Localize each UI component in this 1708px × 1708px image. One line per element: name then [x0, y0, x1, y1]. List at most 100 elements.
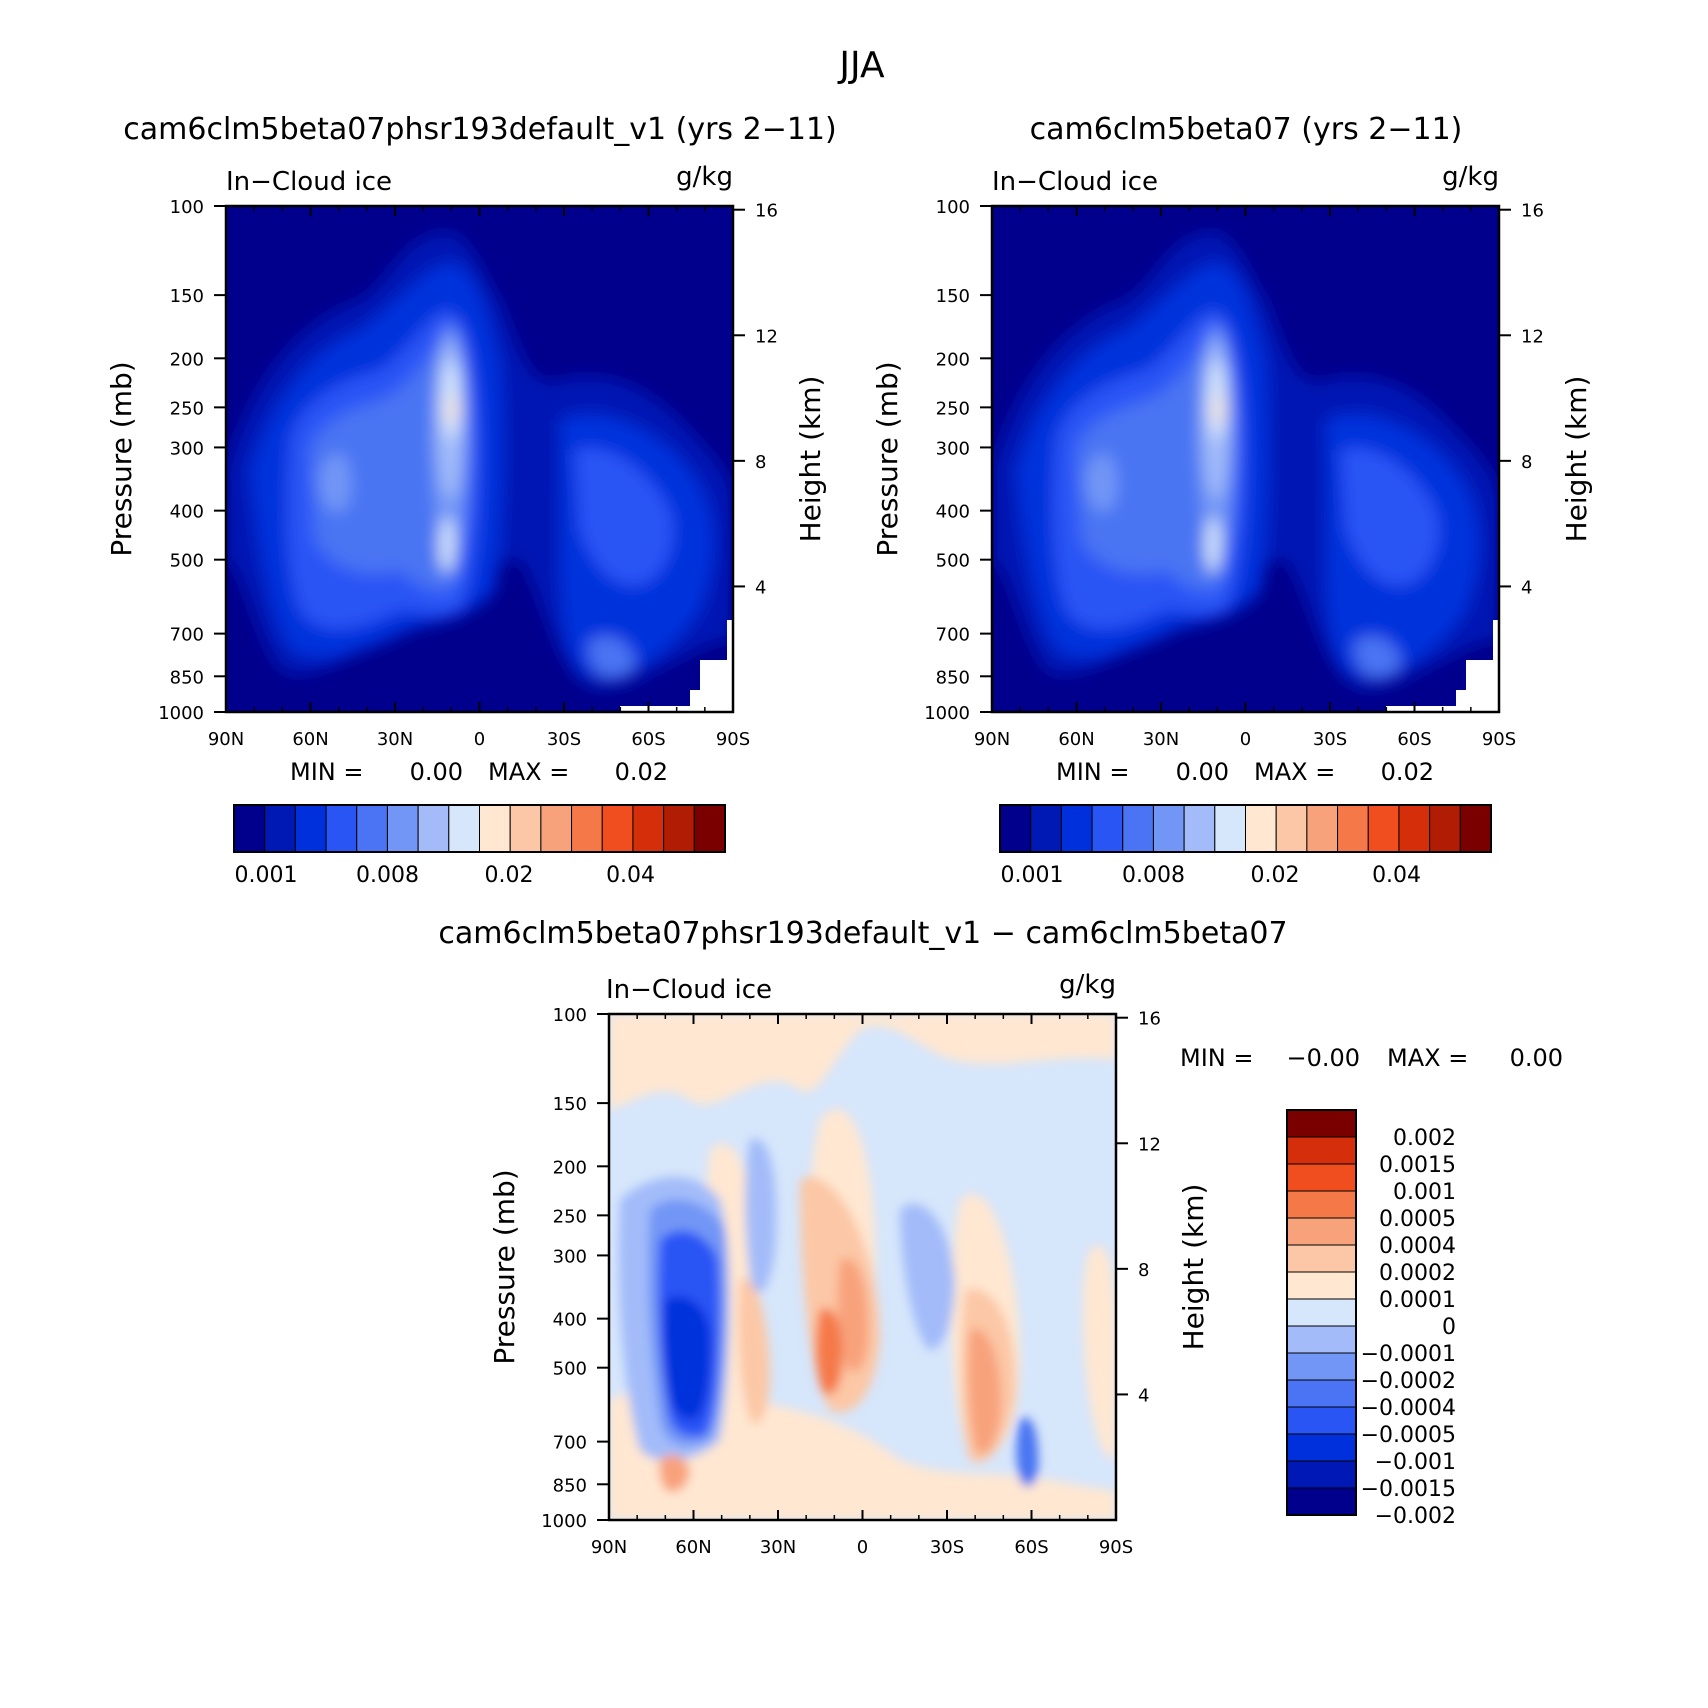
panel-control-colorbar-box [1152, 804, 1185, 853]
panel-control-colorbar-box [1398, 804, 1431, 853]
panel-difference-pos-level-3 [837, 1258, 869, 1372]
panel-control-contour-level-8 [1213, 395, 1223, 425]
panel-control-x-tick-label: 30S [1313, 729, 1347, 750]
panel-difference-neg-level-4 [663, 1296, 711, 1420]
panel-control-contour-level-4b [1354, 636, 1401, 677]
panel-difference-x-tick-label: 60S [1014, 1537, 1048, 1558]
panel-difference-y-tick-label: 500 [553, 1359, 587, 1380]
panel-control-colorbar-box [999, 804, 1032, 853]
panel-model-surface-mask [620, 620, 733, 712]
panel-model-y-tick-label: 100 [170, 197, 204, 218]
panel-difference-field [609, 1014, 1116, 1520]
panel-model: cam6clm5beta07phsr193default_v1 (yrs 2−1… [105, 112, 837, 888]
panel-difference-colorbar: 0.0020.00150.0010.00050.00040.00020.0001… [1286, 1109, 1456, 1529]
panel-difference-colorbar-box [1286, 1460, 1357, 1489]
panel-control-colorbar-box [1275, 804, 1308, 853]
panel-control-max-value: 0.02 [1381, 758, 1434, 786]
panel-difference-colorbar-box [1286, 1406, 1357, 1435]
panel-model-ylabel: Pressure (mb) [105, 361, 138, 556]
panel-model-contour-level-4 [310, 340, 465, 591]
panel-control-x-tick-label: 0 [1240, 729, 1251, 750]
panel-model-height-tick-label: 16 [755, 201, 778, 222]
panel-model-field [226, 206, 733, 712]
panel-difference-ylabel-right: Height (km) [1177, 1184, 1210, 1351]
panel-control-title: cam6clm5beta07 (yrs 2−11) [1030, 112, 1463, 147]
panel-control-colorbar-box [1306, 804, 1339, 853]
panel-difference-colorbar-frame [1286, 1109, 1357, 1516]
panel-control-colorbar-box [1060, 804, 1093, 853]
panel-model-contour-level-5 [319, 453, 352, 513]
panel-model-colorbar-label: 0.008 [356, 863, 419, 888]
panel-control-y-tick-label: 100 [936, 197, 970, 218]
panel-control-colorbar-box [1459, 804, 1492, 853]
panel-difference-min-label: MIN = [1180, 1044, 1253, 1072]
panel-difference-y-tick-label: 200 [553, 1157, 587, 1178]
panel-control-y-tick-label: 150 [936, 286, 970, 307]
panel-difference-colorbar-label: −0.0015 [1361, 1477, 1456, 1502]
panel-model-y-tick-label: 1000 [158, 703, 204, 724]
panel-control: cam6clm5beta07 (yrs 2−11) In−Cloud ice g… [871, 112, 1593, 888]
panel-difference-y-tick-label: 150 [553, 1094, 587, 1115]
panel-control-colorbar-label: 0.04 [1372, 863, 1421, 888]
panel-control-colorbar-label: 0.001 [1001, 863, 1064, 888]
panel-difference-colorbar-label: −0.001 [1375, 1450, 1456, 1475]
panel-difference-x-tick-label: 30N [760, 1537, 796, 1558]
panel-model-colorbar-label: 0.001 [235, 863, 298, 888]
panel-control-x-tick-label: 60S [1397, 729, 1431, 750]
panel-model-contour-level-4b [588, 636, 635, 677]
panel-difference-y-tick-label: 250 [553, 1206, 587, 1227]
panel-difference-y-tick-label: 1000 [541, 1511, 587, 1532]
panel-difference-neg-region-2 [900, 1203, 955, 1350]
panel-control-units-label: g/kg [1442, 162, 1499, 192]
panel-model-y-tick-label: 700 [170, 625, 204, 646]
panel-control-colorbar-box [1214, 804, 1246, 853]
panel-difference-colorbar-label: 0 [1442, 1315, 1456, 1340]
panel-control-variable-label: In−Cloud ice [992, 167, 1158, 197]
panel-difference-colorbar-box [1286, 1163, 1357, 1192]
panel-difference-colorbar-label: 0.002 [1393, 1126, 1456, 1151]
panel-difference-colorbar-label: 0.0004 [1379, 1234, 1456, 1259]
panel-control-y-tick-label: 200 [936, 349, 970, 370]
panel-control-y-tick-label: 850 [936, 667, 970, 688]
panel-model-colorbar-box [601, 804, 634, 853]
panel-model-contour-level-8 [447, 395, 457, 425]
panel-difference-colorbar-label: −0.0002 [1361, 1369, 1456, 1394]
panel-model-colorbar-box [325, 804, 358, 853]
panel-difference-x-tick-label: 0 [857, 1537, 868, 1558]
panel-control-colorbar-box [1183, 804, 1216, 853]
panel-difference-colorbar-box [1286, 1298, 1357, 1327]
panel-model-y-tick-label: 500 [170, 551, 204, 572]
panel-difference-x-tick-label: 60N [675, 1537, 711, 1558]
panel-model-colorbar-box [233, 804, 266, 853]
panel-control-y-tick-label: 300 [936, 438, 970, 459]
panel-control-colorbar-box [1030, 804, 1062, 853]
panel-difference: cam6clm5beta07phsr193default_v1 − cam6cl… [438, 916, 1563, 1558]
panel-model-height-tick-label: 8 [755, 452, 766, 473]
panel-difference-variable-label: In−Cloud ice [606, 975, 772, 1005]
panel-difference-y-tick-label: 300 [553, 1246, 587, 1267]
panel-difference-colorbar-box [1286, 1433, 1357, 1462]
panel-model-x-tick-label: 60S [631, 729, 665, 750]
panel-model-colorbar-label: 0.04 [606, 863, 655, 888]
panel-control-max-label: MAX = [1254, 758, 1335, 786]
panel-control-contour-level-4 [1076, 340, 1231, 591]
panel-control-height-tick-label: 16 [1521, 201, 1544, 222]
panel-control-y-tick-label: 700 [936, 625, 970, 646]
panel-control-y-tick-label: 500 [936, 551, 970, 572]
panel-difference-height-tick-label: 12 [1138, 1134, 1161, 1155]
panel-model-variable-label: In−Cloud ice [226, 167, 392, 197]
panel-model-colorbar-frame [233, 804, 726, 853]
panel-difference-y-tick-label: 100 [553, 1005, 587, 1026]
panel-control-contour-level-5 [1085, 453, 1118, 513]
panel-model-max-label: MAX = [488, 758, 569, 786]
panel-difference-colorbar-label: −0.0005 [1361, 1423, 1456, 1448]
panel-model-colorbar-box [417, 804, 450, 853]
panel-difference-max-label: MAX = [1387, 1044, 1468, 1072]
panel-model-colorbar: 0.001 0.008 0.02 0.04 [233, 804, 726, 888]
panel-control-contour-level-3b [1341, 448, 1439, 586]
panel-control-colorbar-label: 0.02 [1251, 863, 1300, 888]
panel-difference-colorbar-box [1286, 1136, 1357, 1165]
panel-control-x-tick-label: 60N [1058, 729, 1094, 750]
panel-control-height-tick-label: 12 [1521, 326, 1544, 347]
panel-model-colorbar-box [356, 804, 388, 853]
